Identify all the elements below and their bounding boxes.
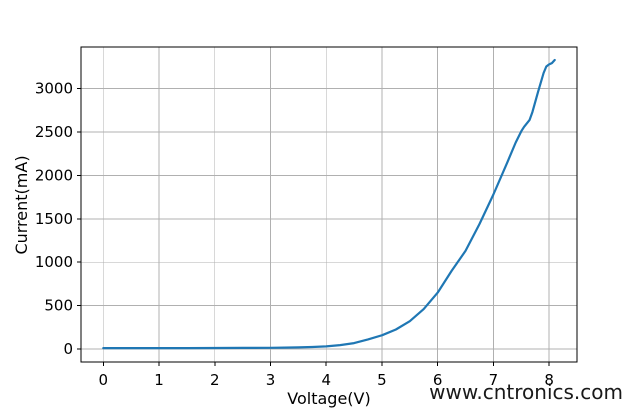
x-tick-label-0: 0 bbox=[99, 371, 109, 389]
y-tick-label-1500: 1500 bbox=[35, 210, 73, 228]
x-tick-label-3: 3 bbox=[266, 371, 276, 389]
y-axis-label: Current(mA) bbox=[12, 155, 31, 254]
x-tick-label-6: 6 bbox=[433, 371, 443, 389]
y-tick-label-500: 500 bbox=[44, 297, 73, 315]
x-tick-label-7: 7 bbox=[489, 371, 499, 389]
y-tick-label-1000: 1000 bbox=[35, 253, 73, 271]
plot-border bbox=[80, 46, 578, 363]
series-layer bbox=[102, 58, 556, 350]
x-axis-label: Voltage(V) bbox=[287, 389, 370, 408]
x-tick-label-4: 4 bbox=[321, 371, 331, 389]
grid-layer bbox=[81, 47, 577, 362]
x-tick-label-1: 1 bbox=[154, 371, 164, 389]
x-tick-label-2: 2 bbox=[210, 371, 220, 389]
series-line-current-vs-voltage bbox=[102, 58, 556, 350]
watermark-text: www.cntronics.com bbox=[429, 380, 623, 404]
y-tick-label-2000: 2000 bbox=[35, 166, 73, 184]
y-tick-label-0: 0 bbox=[63, 340, 73, 358]
x-tick-label-5: 5 bbox=[377, 371, 387, 389]
tick-marks-layer bbox=[77, 88, 550, 366]
y-tick-label-3000: 3000 bbox=[35, 80, 73, 98]
x-tick-label-8: 8 bbox=[544, 371, 554, 389]
y-tick-label-2500: 2500 bbox=[35, 123, 73, 141]
tick-labels-layer: 0 1 2 3 4 5 6 7 8 0 500 1000 1500 2000 2500 3000 bbox=[35, 80, 554, 389]
